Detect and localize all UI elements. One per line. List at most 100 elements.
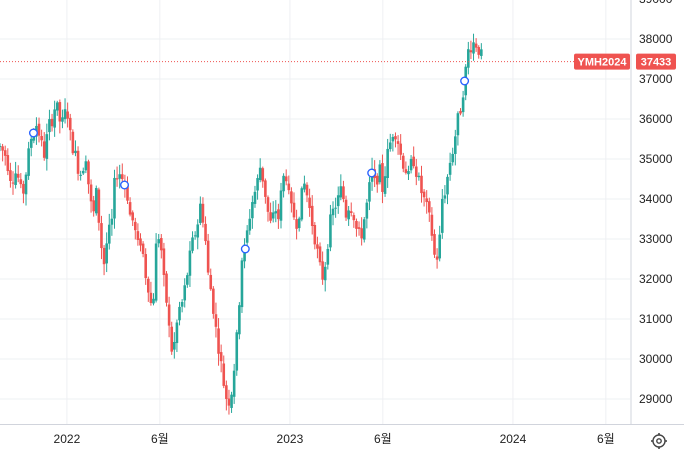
event-marker[interactable] bbox=[120, 180, 130, 190]
candle bbox=[412, 146, 415, 169]
candle bbox=[209, 268, 213, 291]
y-tick-label: 36000 bbox=[639, 112, 673, 126]
x-tick-label: 2022 bbox=[54, 432, 81, 446]
candle bbox=[3, 145, 7, 166]
event-marker[interactable] bbox=[28, 128, 38, 138]
y-tick-label: 30000 bbox=[639, 352, 673, 366]
candle bbox=[105, 232, 108, 273]
candle bbox=[441, 189, 444, 239]
candle bbox=[357, 221, 361, 236]
candle bbox=[297, 216, 301, 232]
candle bbox=[274, 200, 278, 223]
last-price-badges: YMH2024 37433 bbox=[574, 53, 676, 70]
candle bbox=[84, 155, 88, 174]
candle bbox=[133, 217, 137, 240]
candle bbox=[212, 286, 215, 319]
candle bbox=[409, 155, 413, 174]
candle bbox=[97, 187, 101, 231]
candle bbox=[401, 152, 405, 173]
candle bbox=[16, 165, 20, 183]
candle bbox=[214, 302, 218, 338]
candle bbox=[74, 140, 77, 157]
candle bbox=[63, 98, 67, 124]
candle bbox=[264, 178, 267, 204]
candle bbox=[19, 173, 23, 189]
candle bbox=[396, 135, 400, 155]
candle bbox=[347, 205, 350, 226]
settings-gear-icon[interactable] bbox=[650, 432, 668, 450]
candle bbox=[420, 165, 423, 203]
candle bbox=[287, 175, 291, 195]
candle bbox=[58, 99, 62, 134]
candle bbox=[318, 242, 322, 266]
candle bbox=[100, 215, 103, 260]
price-badge bbox=[636, 53, 676, 70]
candle bbox=[352, 212, 356, 228]
candle bbox=[477, 45, 481, 59]
y-axis: 29000 30000 31000 32000 33000 34000 35000 36000… bbox=[630, 0, 673, 424]
candle bbox=[277, 203, 280, 229]
candle bbox=[48, 109, 51, 141]
candle bbox=[92, 195, 95, 217]
candle bbox=[61, 109, 64, 129]
candle bbox=[222, 355, 226, 389]
candle bbox=[375, 173, 379, 193]
candle bbox=[144, 248, 147, 285]
candle bbox=[271, 201, 275, 223]
grid-lines bbox=[0, 0, 630, 424]
candle bbox=[238, 302, 241, 340]
candle bbox=[53, 100, 56, 137]
candle bbox=[480, 43, 483, 60]
event-marker[interactable] bbox=[367, 168, 377, 178]
candle bbox=[316, 236, 319, 259]
candle bbox=[232, 363, 236, 404]
candle bbox=[454, 129, 457, 166]
candle bbox=[191, 231, 194, 254]
candle bbox=[118, 164, 121, 189]
candle bbox=[448, 152, 452, 181]
candle bbox=[253, 185, 257, 208]
candle bbox=[225, 380, 228, 411]
candle bbox=[365, 199, 369, 229]
candle bbox=[68, 113, 72, 141]
candle bbox=[425, 190, 428, 214]
candle bbox=[128, 197, 132, 217]
candle bbox=[235, 329, 239, 376]
candle bbox=[66, 102, 69, 128]
x-tick-label: 6월 bbox=[151, 432, 169, 446]
candle bbox=[201, 197, 205, 228]
x-tick-label: 6월 bbox=[374, 432, 392, 446]
candle bbox=[167, 296, 171, 338]
event-marker[interactable] bbox=[240, 244, 250, 254]
candle bbox=[102, 245, 106, 276]
candle bbox=[173, 332, 176, 359]
candle bbox=[248, 209, 252, 235]
y-tick-label: 38000 bbox=[639, 32, 673, 46]
candle bbox=[113, 169, 116, 229]
candle bbox=[295, 209, 298, 240]
candle bbox=[378, 160, 382, 185]
symbol-label: YMH2024 bbox=[578, 57, 628, 69]
candle bbox=[87, 159, 90, 194]
candle bbox=[219, 344, 223, 373]
candle bbox=[256, 174, 259, 200]
candle bbox=[55, 100, 59, 116]
candle bbox=[206, 233, 210, 276]
candle bbox=[446, 174, 449, 205]
y-tick-label: 39000 bbox=[639, 0, 673, 6]
candle bbox=[178, 301, 181, 326]
candle bbox=[469, 40, 473, 60]
candle bbox=[279, 182, 283, 229]
candle bbox=[349, 202, 353, 217]
candle bbox=[461, 90, 465, 117]
candle bbox=[204, 216, 207, 245]
candle bbox=[175, 319, 179, 353]
candle bbox=[110, 208, 114, 236]
candle bbox=[388, 133, 392, 152]
candle bbox=[391, 133, 395, 152]
candle bbox=[0, 143, 2, 152]
candle bbox=[386, 138, 389, 188]
x-tick-label: 2023 bbox=[277, 432, 304, 446]
event-marker[interactable] bbox=[460, 76, 470, 86]
